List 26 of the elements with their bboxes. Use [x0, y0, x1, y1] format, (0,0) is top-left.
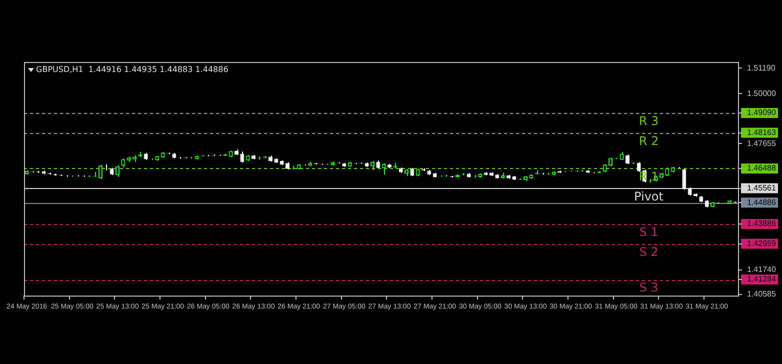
y-tick-label: 1.43886	[747, 219, 776, 228]
candlestick	[116, 165, 120, 178]
candlestick	[636, 162, 641, 172]
y-tick-label: 1.45561	[747, 183, 776, 192]
ref-line-label: R 2	[638, 134, 659, 148]
y-tick-label: 1.50000	[747, 88, 776, 98]
y-tick-label: 1.42959	[747, 238, 776, 248]
ref-line-label: S 1	[639, 225, 658, 240]
y-tick-label: 1.44886	[747, 198, 776, 207]
y-tick-label: 1.48163	[747, 128, 776, 137]
y-tick-label: 1.41284	[747, 274, 776, 284]
ref-line-label: S 3	[639, 280, 658, 295]
y-tick-label: 1.46488	[747, 164, 776, 173]
candlestick	[682, 167, 686, 190]
y-tick-label: 1.47655	[747, 138, 776, 148]
candlestick	[626, 154, 630, 164]
candlestick	[98, 164, 102, 180]
y-tick-label: 1.41740	[747, 264, 776, 274]
candlestick	[240, 151, 244, 163]
y-tick-label: 1.49090	[747, 108, 776, 118]
y-tick-label: 1.51190	[747, 63, 776, 72]
y-tick-label: 1.40585	[747, 290, 776, 299]
ref-line-label: Pivot	[634, 189, 664, 204]
ref-line-label: S 2	[639, 244, 658, 259]
chart-title: GBPUSD,H1 1.44916 1.44935 1.44883 1.44886	[36, 65, 228, 74]
ref-line-label: R 3	[638, 114, 659, 128]
